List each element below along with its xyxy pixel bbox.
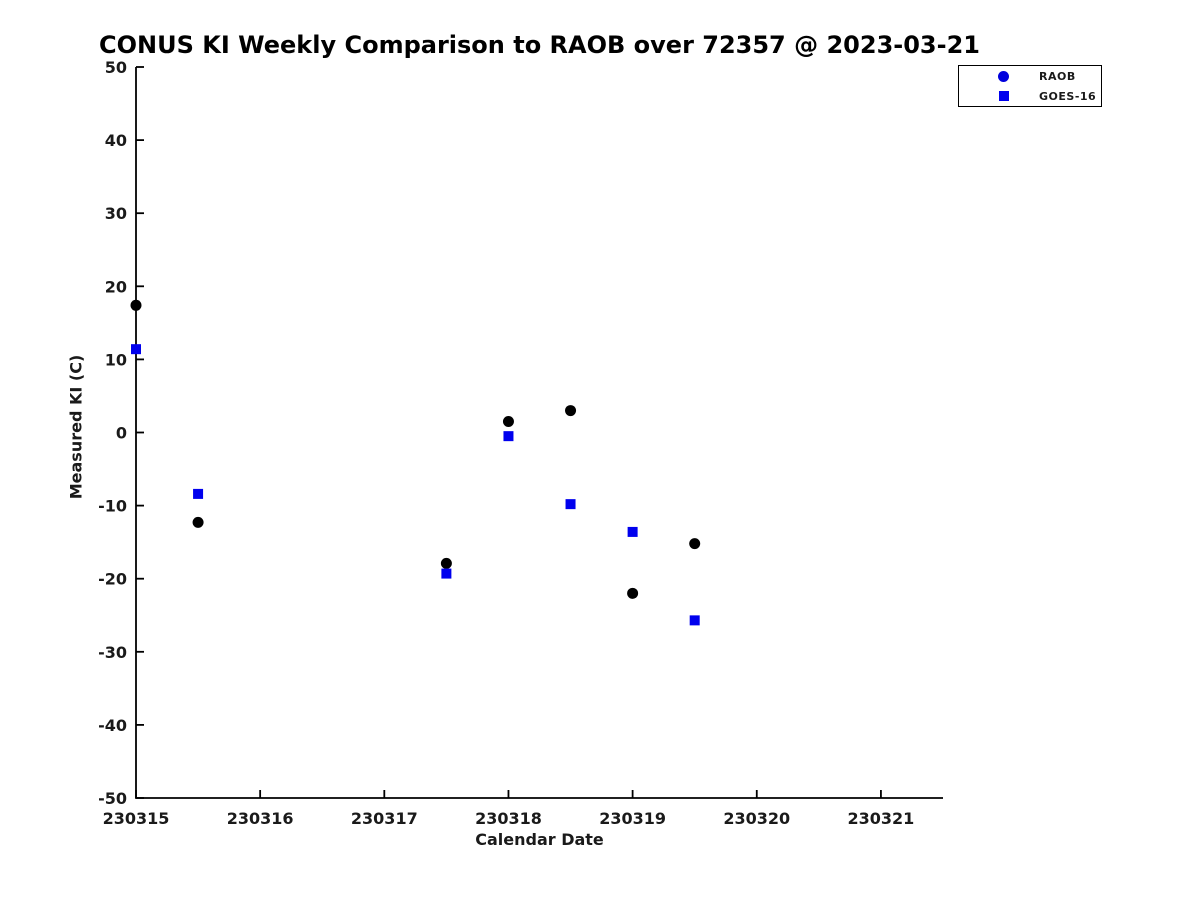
legend: RAOB GOES-16 xyxy=(958,65,1102,107)
legend-marker-cell xyxy=(997,91,1010,101)
x-tick-label: 230320 xyxy=(723,809,790,828)
chart-title: CONUS KI Weekly Comparison to RAOB over … xyxy=(99,31,980,59)
raob-point xyxy=(130,299,142,311)
raob-point xyxy=(689,538,701,550)
y-tick-label: -10 xyxy=(98,497,127,516)
y-tick-label: -40 xyxy=(98,716,127,735)
x-tick-label: 230319 xyxy=(599,809,666,828)
y-tick-label: -50 xyxy=(98,789,127,808)
goes16-point xyxy=(689,615,700,626)
raob-point xyxy=(192,516,204,528)
legend-marker-cell xyxy=(997,70,1010,82)
raob-point xyxy=(627,587,639,599)
goes16-point xyxy=(565,499,576,510)
goes16-square-marker-icon xyxy=(998,91,1009,101)
raob-point xyxy=(502,416,514,428)
x-tick-label: 230316 xyxy=(227,809,294,828)
y-tick-label: 10 xyxy=(105,350,127,369)
y-tick-label: 30 xyxy=(105,204,127,223)
y-tick-label: 40 xyxy=(105,131,127,150)
x-tick-label: 230318 xyxy=(475,809,542,828)
x-axis-label: Calendar Date xyxy=(475,830,604,849)
goes16-point xyxy=(503,431,514,442)
raob-point xyxy=(565,405,577,417)
legend-item-goes16: GOES-16 xyxy=(959,86,1101,106)
legend-label-goes16: GOES-16 xyxy=(1039,89,1097,103)
goes16-point xyxy=(193,488,204,499)
x-tick-label: 230321 xyxy=(848,809,915,828)
goes16-point xyxy=(441,568,452,579)
y-tick-label: -30 xyxy=(98,643,127,662)
y-tick-label: 20 xyxy=(105,277,127,296)
raob-circle-marker-icon xyxy=(998,70,1009,82)
x-tick-label: 230315 xyxy=(103,809,170,828)
goes16-point xyxy=(627,526,638,537)
y-tick-label: 50 xyxy=(105,58,127,77)
y-tick-label: 0 xyxy=(116,424,127,443)
legend-item-raob: RAOB xyxy=(959,66,1101,86)
goes16-point xyxy=(131,344,141,355)
x-tick-label: 230317 xyxy=(351,809,418,828)
raob-point xyxy=(440,557,452,569)
legend-label-raob: RAOB xyxy=(1039,69,1076,83)
y-tick-label: -20 xyxy=(98,570,127,589)
